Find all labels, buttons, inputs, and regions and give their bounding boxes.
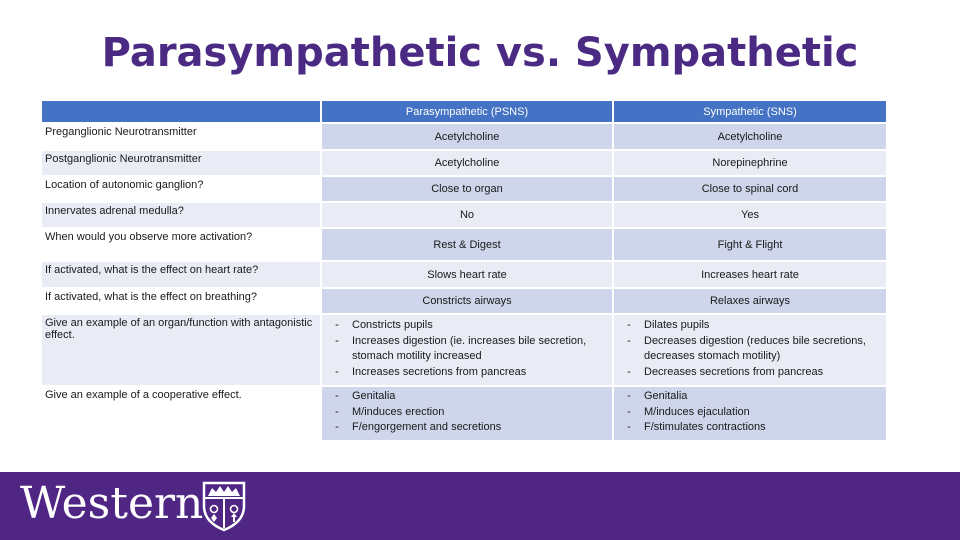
list-item-text: Increases digestion (ie. increases bile … bbox=[352, 334, 587, 363]
table-row: If activated, what is the effect on hear… bbox=[42, 260, 886, 288]
header-blank bbox=[42, 101, 321, 123]
row-question: Postganglionic Neurotransmitter bbox=[42, 149, 321, 176]
psns-list-cell: - Constricts pupils - Increases digestion … bbox=[320, 313, 613, 386]
list-item: - Dilates pupils bbox=[614, 318, 886, 334]
list-item: - Increases secretions from pancreas bbox=[322, 365, 612, 381]
list-item-text: Decreases digestion (reduces bile secret… bbox=[644, 334, 866, 363]
bullet-dash: - bbox=[335, 334, 339, 347]
row-question: Location of autonomic ganglion? bbox=[42, 175, 321, 202]
table-row: Postganglionic Neurotransmitter Acetylch… bbox=[42, 149, 886, 176]
sns-cell: Yes bbox=[612, 201, 886, 228]
page-title: Parasympathetic vs. Sympathetic bbox=[101, 30, 859, 76]
bullet-dash: - bbox=[627, 405, 631, 418]
comparison-table: Parasympathetic (PSNS) Sympathetic (SNS)… bbox=[42, 101, 886, 440]
crest-icon bbox=[202, 481, 246, 532]
table-row-antagonistic: Give an example of an organ/function wit… bbox=[42, 313, 886, 386]
bullet-dash: - bbox=[627, 319, 631, 331]
psns-cell: Constricts airways bbox=[320, 287, 613, 314]
psns-cell: Rest & Digest bbox=[320, 227, 613, 261]
bullet-dash: - bbox=[335, 421, 339, 433]
header-sns: Sympathetic (SNS) bbox=[612, 101, 886, 123]
western-logo-wordmark: Western bbox=[20, 478, 204, 529]
row-question: Give an example of an organ/function wit… bbox=[42, 313, 321, 386]
psns-cell: Close to organ bbox=[320, 175, 613, 202]
sns-cell: Norepinephrine bbox=[612, 149, 886, 176]
table-row: If activated, what is the effect on brea… bbox=[42, 287, 886, 314]
sns-cell: Increases heart rate bbox=[612, 260, 886, 288]
psns-cell: No bbox=[320, 201, 613, 228]
table-row-cooperative: Give an example of a cooperative effect.… bbox=[42, 385, 886, 440]
list-item: - M/induces erection bbox=[322, 405, 612, 421]
list-item: - M/induces ejaculation bbox=[614, 405, 886, 421]
list-item-text: Genitalia bbox=[644, 390, 688, 402]
list-item-text: Increases secretions from pancreas bbox=[352, 365, 527, 378]
footer-bar bbox=[0, 472, 960, 540]
bullet-dash: - bbox=[335, 405, 339, 418]
list-item-text: M/induces ejaculation bbox=[644, 405, 750, 418]
list-item: - Increases digestion (ie. increases bile… bbox=[322, 334, 612, 365]
sns-cell: Relaxes airways bbox=[612, 287, 886, 314]
table-row: Preganglionic Neurotransmitter Acetylcho… bbox=[42, 122, 886, 150]
table-row: Location of autonomic ganglion? Close to… bbox=[42, 175, 886, 202]
list-item: - Constricts pupils bbox=[322, 318, 612, 334]
row-question: Preganglionic Neurotransmitter bbox=[42, 122, 321, 150]
psns-cell: Acetylcholine bbox=[320, 149, 613, 176]
bullet-dash: - bbox=[627, 334, 631, 347]
list-item: - Decreases digestion (reduces bile secre… bbox=[614, 334, 886, 365]
list-item-text: F/engorgement and secretions bbox=[352, 421, 502, 433]
list-item: - Genitalia bbox=[614, 389, 886, 405]
list-item-text: Constricts pupils bbox=[352, 319, 433, 331]
psns-cell: Slows heart rate bbox=[320, 260, 613, 288]
sns-list-cell: - Dilates pupils - Decreases digestion (re… bbox=[612, 313, 886, 386]
bullet-dash: - bbox=[335, 319, 339, 331]
bullet-dash: - bbox=[627, 390, 631, 402]
sns-cell: Acetylcholine bbox=[612, 122, 886, 150]
row-question: Innervates adrenal medulla? bbox=[42, 201, 321, 228]
list-item-text: F/stimulates contractions bbox=[644, 421, 766, 433]
list-item: - F/stimulates contractions bbox=[614, 420, 886, 436]
list-item-text: M/induces erection bbox=[352, 405, 445, 418]
row-question: When would you observe more activation? bbox=[42, 227, 321, 261]
bullet-dash: - bbox=[335, 365, 339, 378]
bullet-dash: - bbox=[627, 365, 631, 378]
list-item: - Decreases secretions from pancreas bbox=[614, 365, 886, 381]
list-item-text: Decreases secretions from pancreas bbox=[644, 365, 824, 378]
table-row: When would you observe more activation? … bbox=[42, 227, 886, 261]
psns-list-cell: - Genitalia - M/induces erection - F/engorg… bbox=[320, 385, 613, 440]
sns-cell: Close to spinal cord bbox=[612, 175, 886, 202]
list-item-text: Dilates pupils bbox=[644, 319, 710, 331]
sns-list-cell: - Genitalia - M/induces ejaculation - F/sti… bbox=[612, 385, 886, 440]
bullet-dash: - bbox=[335, 390, 339, 402]
row-question: If activated, what is the effect on hear… bbox=[42, 260, 321, 288]
table-row: Innervates adrenal medulla? No Yes bbox=[42, 201, 886, 228]
row-question: Give an example of a cooperative effect. bbox=[42, 385, 321, 440]
sns-cell: Fight & Flight bbox=[612, 227, 886, 261]
header-psns: Parasympathetic (PSNS) bbox=[320, 101, 613, 123]
list-item-text: Genitalia bbox=[352, 390, 396, 402]
table-header-row: Parasympathetic (PSNS) Sympathetic (SNS) bbox=[42, 101, 886, 123]
psns-cell: Acetylcholine bbox=[320, 122, 613, 150]
list-item: - F/engorgement and secretions bbox=[322, 420, 612, 436]
row-question: If activated, what is the effect on brea… bbox=[42, 287, 321, 314]
bullet-dash: - bbox=[627, 421, 631, 433]
list-item: - Genitalia bbox=[322, 389, 612, 405]
